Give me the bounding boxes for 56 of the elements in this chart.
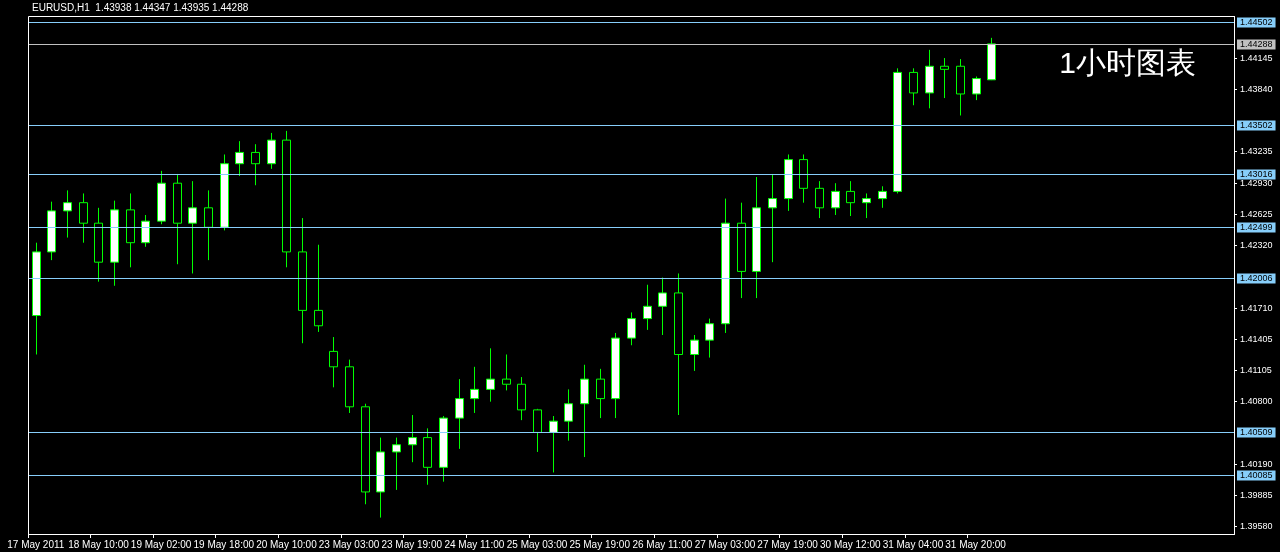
- x-tick-label: 26 May 11:00: [632, 538, 693, 550]
- y-tick-label: 1.44145: [1240, 53, 1273, 64]
- candlestick: [455, 378, 464, 450]
- y-tick-label: 1.41105: [1240, 364, 1272, 375]
- candlestick: [752, 176, 761, 299]
- ref-line-label: 1.42006: [1240, 272, 1273, 283]
- candlestick: [423, 427, 432, 486]
- ref-line-label: 1.40509: [1240, 426, 1273, 437]
- x-tick-label: 27 May 03:00: [694, 538, 756, 550]
- x-tick-label: 17 May 2011: [7, 538, 65, 550]
- y-tick-label: 1.40800: [1240, 396, 1273, 407]
- candlestick: [79, 192, 88, 244]
- x-tick-label: 27 May 19:00: [757, 538, 819, 550]
- y-tick-label: 1.42625: [1240, 208, 1273, 219]
- x-tick-label: 31 May 04:00: [882, 538, 944, 550]
- annotation: 1小时图表: [1059, 46, 1196, 80]
- x-tick-label: 19 May 02:00: [130, 538, 192, 550]
- x-tick-label: 25 May 03:00: [506, 538, 568, 550]
- y-tick-label: 1.43840: [1240, 84, 1273, 95]
- y-tick-label: 1.39885: [1240, 490, 1273, 501]
- candlestick: [705, 318, 714, 359]
- y-tick-label: 1.39580: [1240, 521, 1273, 532]
- candlestick: [627, 311, 636, 346]
- candlestick: [658, 277, 667, 336]
- candlestick: [110, 200, 119, 287]
- x-tick-label: 23 May 03:00: [318, 538, 380, 550]
- ref-line-label: 1.44502: [1240, 16, 1273, 27]
- x-tick-label: 31 May 20:00: [945, 538, 1007, 550]
- ref-line-label: 1.44288: [1240, 38, 1273, 49]
- x-tick-label: 19 May 18:00: [193, 538, 255, 550]
- ref-line-label: 1.40085: [1240, 469, 1273, 480]
- y-tick-label: 1.43235: [1240, 146, 1273, 157]
- x-tick-label: 20 May 10:00: [256, 538, 318, 550]
- ref-line-label: 1.43016: [1240, 168, 1273, 179]
- candlestick: [220, 153, 229, 231]
- ref-line-label: 1.42499: [1240, 221, 1273, 232]
- y-tick-label: 1.40190: [1240, 458, 1273, 469]
- candlestick: [204, 189, 213, 261]
- candlestick: [298, 217, 307, 344]
- x-tick-label: 23 May 19:00: [381, 538, 443, 550]
- candlestick: [799, 153, 808, 204]
- candlestick: [533, 409, 542, 453]
- x-tick-label: 30 May 12:00: [819, 538, 881, 550]
- x-tick-label: 25 May 19:00: [569, 538, 631, 550]
- candlestick: [674, 272, 683, 416]
- y-tick-label: 1.42320: [1240, 240, 1273, 251]
- x-tick-label: 18 May 10:00: [68, 538, 130, 550]
- y-tick-label: 1.42930: [1240, 177, 1273, 188]
- candlestick: [32, 242, 41, 355]
- candlestick: [564, 388, 573, 442]
- chart-title: EURUSD,H1 1.43938 1.44347 1.43935 1.44288: [32, 1, 249, 13]
- ref-line-label: 1.43502: [1240, 119, 1273, 130]
- candlestick: [188, 180, 197, 274]
- x-tick-label: 24 May 11:00: [444, 538, 505, 550]
- y-tick-label: 1.41405: [1240, 334, 1273, 345]
- y-tick-label: 1.41710: [1240, 302, 1273, 313]
